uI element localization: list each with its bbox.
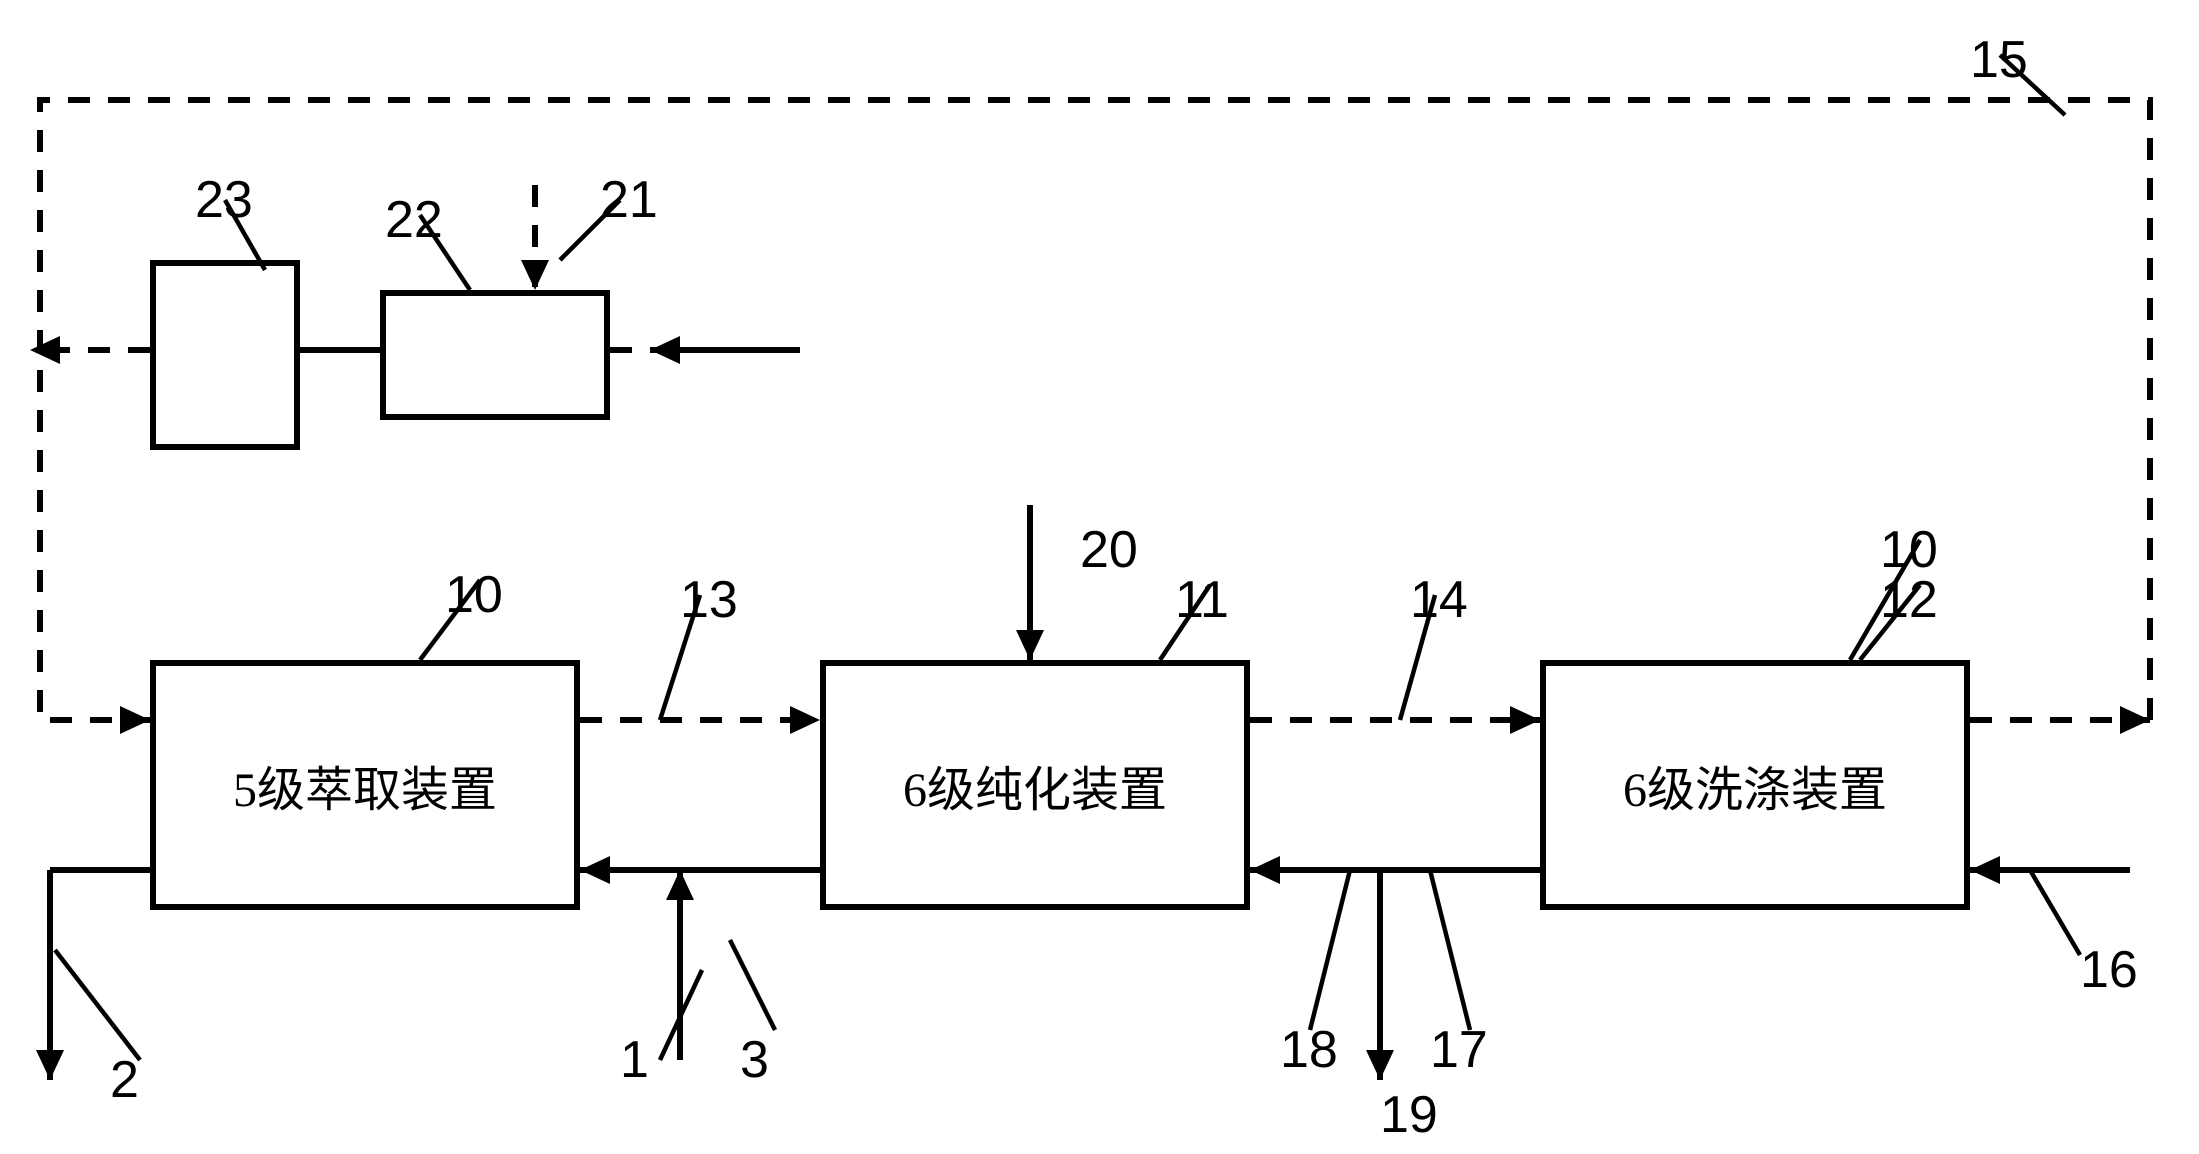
callout-3: 3 (740, 1030, 769, 1090)
callout-20: 20 (1080, 520, 1138, 580)
callout-13: 13 (680, 570, 738, 630)
aux-box-23 (150, 260, 300, 450)
purification-unit-box: 6级纯化装置 (820, 660, 1250, 910)
callout-1: 1 (620, 1030, 649, 1090)
extraction-unit-label: 5级萃取装置 (233, 750, 497, 820)
callout-11: 11 (1175, 570, 1229, 630)
washing-unit-label: 6级洗涤装置 (1623, 750, 1887, 820)
callout-23: 23 (195, 170, 253, 230)
callout-15: 15 (1970, 30, 2028, 90)
purification-unit-label: 6级纯化装置 (903, 750, 1167, 820)
diagram-canvas: 5级萃取装置 6级纯化装置 6级洗涤装置 1 2 3 10 10 11 12 1… (0, 0, 2199, 1154)
callout-2: 2 (110, 1050, 139, 1110)
callout-14: 14 (1410, 570, 1468, 630)
callout-22: 22 (385, 190, 443, 250)
callout-18: 18 (1280, 1020, 1338, 1080)
callout-16: 16 (2080, 940, 2138, 1000)
callout-12: 12 (1880, 570, 1938, 630)
callout-10a: 10 (445, 565, 503, 625)
callout-21: 21 (600, 170, 658, 230)
aux-box-22 (380, 290, 610, 420)
extraction-unit-box: 5级萃取装置 (150, 660, 580, 910)
callout-19: 19 (1380, 1085, 1438, 1145)
callout-17: 17 (1430, 1020, 1488, 1080)
washing-unit-box: 6级洗涤装置 (1540, 660, 1970, 910)
